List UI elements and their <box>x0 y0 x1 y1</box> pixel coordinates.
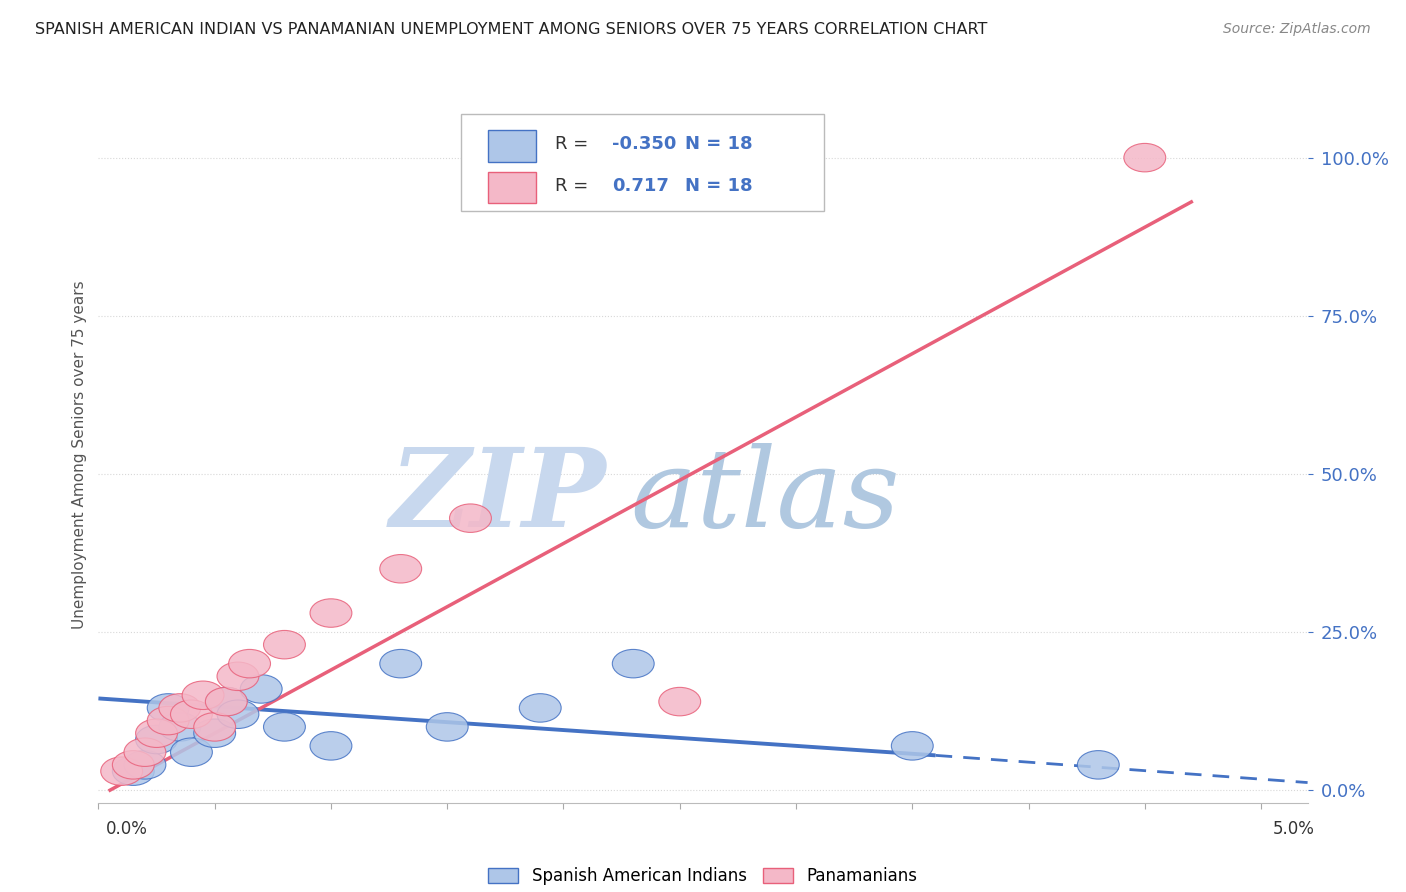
Ellipse shape <box>450 504 492 533</box>
Text: 0.717: 0.717 <box>612 178 669 195</box>
Ellipse shape <box>309 599 352 627</box>
Ellipse shape <box>148 694 188 723</box>
Ellipse shape <box>1123 144 1166 172</box>
Ellipse shape <box>194 713 236 741</box>
Ellipse shape <box>263 713 305 741</box>
Ellipse shape <box>229 649 270 678</box>
Text: 0.0%: 0.0% <box>105 820 148 838</box>
FancyBboxPatch shape <box>461 114 824 211</box>
Ellipse shape <box>170 700 212 729</box>
Ellipse shape <box>112 757 155 785</box>
Ellipse shape <box>183 681 224 709</box>
Ellipse shape <box>1077 751 1119 779</box>
Ellipse shape <box>135 719 177 747</box>
Ellipse shape <box>205 688 247 715</box>
Text: Source: ZipAtlas.com: Source: ZipAtlas.com <box>1223 22 1371 37</box>
Y-axis label: Unemployment Among Seniors over 75 years: Unemployment Among Seniors over 75 years <box>72 281 87 629</box>
Ellipse shape <box>217 662 259 690</box>
Ellipse shape <box>148 706 188 735</box>
Ellipse shape <box>891 731 934 760</box>
Ellipse shape <box>659 688 700 715</box>
FancyBboxPatch shape <box>488 172 536 203</box>
Ellipse shape <box>112 751 155 779</box>
Ellipse shape <box>380 555 422 583</box>
Text: N = 18: N = 18 <box>685 136 752 153</box>
Text: atlas: atlas <box>630 443 900 550</box>
Ellipse shape <box>170 738 212 766</box>
Ellipse shape <box>217 700 259 729</box>
Text: N = 18: N = 18 <box>685 178 752 195</box>
Ellipse shape <box>612 649 654 678</box>
Ellipse shape <box>124 738 166 766</box>
Ellipse shape <box>135 725 177 754</box>
Ellipse shape <box>240 674 283 703</box>
Text: R =: R = <box>555 178 600 195</box>
Ellipse shape <box>101 757 142 785</box>
Ellipse shape <box>263 631 305 659</box>
Ellipse shape <box>519 694 561 723</box>
Ellipse shape <box>309 731 352 760</box>
Ellipse shape <box>205 688 247 715</box>
Text: -0.350: -0.350 <box>612 136 676 153</box>
Ellipse shape <box>124 751 166 779</box>
Legend: Spanish American Indians, Panamanians: Spanish American Indians, Panamanians <box>488 867 918 885</box>
Ellipse shape <box>426 713 468 741</box>
Ellipse shape <box>159 713 201 741</box>
Text: R =: R = <box>555 136 595 153</box>
Ellipse shape <box>159 694 201 723</box>
Text: 5.0%: 5.0% <box>1272 820 1315 838</box>
FancyBboxPatch shape <box>488 130 536 161</box>
Text: SPANISH AMERICAN INDIAN VS PANAMANIAN UNEMPLOYMENT AMONG SENIORS OVER 75 YEARS C: SPANISH AMERICAN INDIAN VS PANAMANIAN UN… <box>35 22 987 37</box>
Text: ZIP: ZIP <box>389 443 606 550</box>
Ellipse shape <box>194 719 236 747</box>
Ellipse shape <box>380 649 422 678</box>
